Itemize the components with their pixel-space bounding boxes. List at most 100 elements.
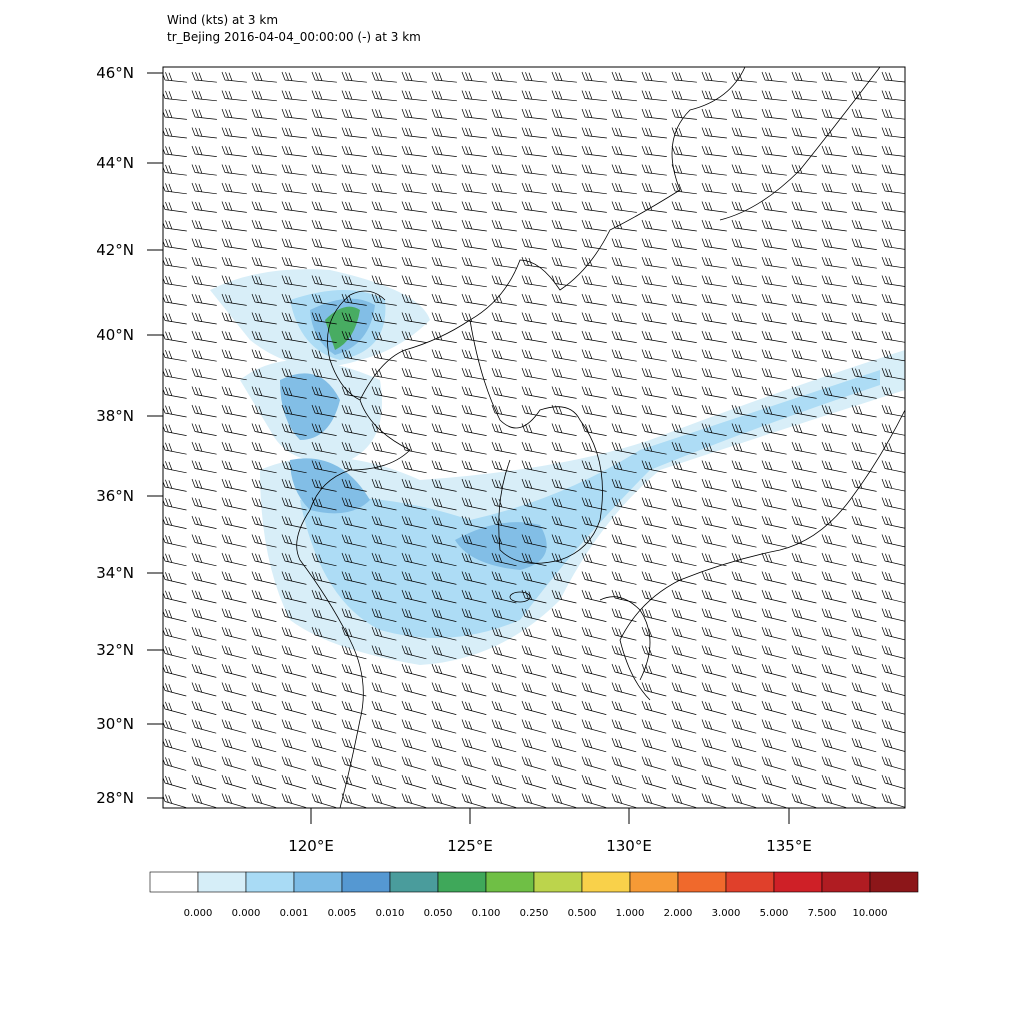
wind-barb	[881, 515, 905, 529]
wind-barb	[191, 682, 217, 697]
wind-barb	[581, 164, 607, 176]
wind-barb	[251, 589, 277, 604]
wind-barb	[311, 219, 337, 232]
wind-barb	[731, 108, 757, 120]
wind-barb	[251, 404, 277, 418]
wind-barb	[851, 386, 877, 399]
wind-barb	[163, 738, 187, 753]
wind-barb	[761, 682, 787, 697]
wind-barb	[461, 534, 487, 548]
wind-barb	[761, 663, 787, 678]
wind-barb	[431, 423, 457, 436]
wind-barb	[281, 497, 307, 511]
wind-barb	[641, 423, 667, 436]
colorbar-label: 0.250	[520, 908, 549, 919]
wind-barb	[641, 552, 667, 567]
wind-barb	[431, 108, 457, 120]
wind-barb	[581, 349, 607, 362]
colorbar-label: 0.001	[280, 908, 309, 919]
wind-barb	[163, 257, 187, 269]
wind-barb	[311, 534, 337, 548]
wind-barb	[401, 478, 427, 492]
wind-barb	[821, 552, 847, 567]
wind-barb	[311, 145, 337, 157]
wind-barb	[611, 497, 637, 511]
wind-barb	[521, 145, 547, 157]
wind-barb	[311, 312, 337, 325]
wind-barb	[371, 293, 397, 306]
wind-barb	[581, 386, 607, 399]
wind-barb	[731, 219, 757, 232]
wind-barb	[611, 182, 637, 195]
wind-barb	[311, 608, 337, 622]
wind-barb	[221, 367, 247, 381]
wind-barb	[311, 238, 337, 250]
lat-label: 28°N	[96, 789, 134, 807]
wind-barb	[311, 90, 337, 102]
wind-barb	[221, 608, 247, 622]
wind-barb	[641, 330, 667, 343]
colorbar-label: 5.000	[760, 908, 789, 919]
wind-barb	[791, 460, 817, 474]
wind-barb	[551, 682, 577, 697]
wind-barb	[731, 349, 757, 362]
wind-barb	[611, 108, 637, 120]
wind-barb	[401, 441, 427, 455]
wind-barb	[641, 756, 667, 771]
wind-barb	[641, 145, 667, 157]
wind-barb	[341, 238, 367, 250]
wind-barb	[431, 367, 457, 381]
wind-barb	[191, 793, 217, 808]
wind-barb	[641, 312, 667, 325]
wind-barb	[461, 71, 487, 83]
wind-barb	[311, 349, 337, 362]
wind-barb	[641, 275, 667, 288]
wind-barb	[401, 182, 427, 195]
wind-barb	[671, 293, 697, 306]
wind-barb	[281, 645, 307, 660]
wind-barb	[221, 330, 247, 343]
wind-barb	[341, 367, 367, 381]
wind-barb	[761, 349, 787, 362]
wind-barb	[163, 146, 187, 157]
wind-barb	[163, 590, 187, 604]
wind-barb	[251, 275, 277, 288]
wind-barb	[341, 663, 367, 678]
wind-barb	[551, 293, 577, 306]
wind-barb	[251, 774, 277, 790]
wind-barb	[401, 404, 427, 418]
wind-barb	[791, 312, 817, 325]
wind-barb	[851, 478, 877, 492]
wind-barb	[701, 682, 727, 697]
wind-barb	[851, 663, 877, 678]
wind-barb	[221, 275, 247, 288]
wind-barb	[551, 700, 577, 715]
wind-barb	[551, 423, 577, 436]
wind-barb	[311, 737, 337, 753]
wind-barb	[191, 663, 217, 678]
wind-barb	[731, 515, 757, 529]
wind-barb	[581, 774, 607, 790]
wind-barb	[401, 145, 427, 157]
wind-barb	[881, 682, 905, 697]
wind-barb	[581, 71, 607, 83]
wind-barb	[163, 238, 187, 250]
wind-barb	[221, 793, 247, 808]
wind-barb	[163, 609, 187, 622]
wind-barb	[641, 645, 667, 660]
wind-barb	[221, 90, 247, 102]
wind-barb	[701, 552, 727, 567]
wind-barb	[731, 182, 757, 195]
wind-barb	[701, 201, 727, 213]
wind-barb	[491, 663, 517, 678]
wind-barb	[611, 737, 637, 753]
wind-barb	[611, 478, 637, 492]
wind-barb	[311, 663, 337, 678]
wind-barb	[881, 201, 905, 213]
wind-barb	[341, 756, 367, 771]
wind-barb	[851, 441, 877, 455]
wind-barb	[881, 349, 905, 362]
wind-barb	[551, 367, 577, 381]
wind-barb	[731, 367, 757, 381]
wind-barb	[761, 404, 787, 418]
